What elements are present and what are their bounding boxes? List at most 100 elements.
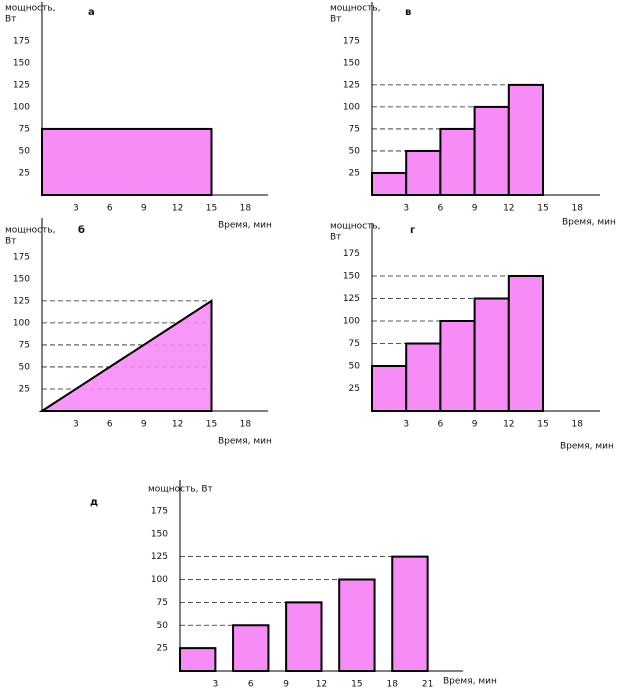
x-tick-label: 9 — [141, 420, 147, 430]
y-tick-label: 100 — [13, 318, 30, 328]
y-tick-label: 50 — [349, 362, 361, 372]
y-tick-label: 50 — [19, 146, 31, 156]
y-tick-label: 175 — [343, 36, 360, 46]
x-axis-label: Время, мин — [218, 221, 272, 231]
y-axis-label: мощность, — [5, 226, 56, 236]
bar — [285, 601, 323, 672]
y-tick-label: 125 — [151, 552, 168, 562]
bar — [179, 647, 217, 672]
y-tick-label: 50 — [157, 621, 169, 631]
y-tick-label: 75 — [157, 598, 168, 608]
x-tick-label: 3 — [403, 420, 409, 430]
x-tick-label: 12 — [172, 420, 183, 430]
x-tick-label: 9 — [283, 680, 289, 690]
panel-letter: а — [88, 7, 95, 18]
y-tick-label: 125 — [13, 296, 30, 306]
y-tick-label: 25 — [157, 644, 168, 654]
panel-letter: б — [78, 224, 85, 236]
x-tick-label: 15 — [206, 420, 217, 430]
bar — [405, 342, 442, 412]
y-axis-label: Вт — [5, 15, 16, 25]
y-tick-label: 150 — [13, 274, 30, 284]
y-tick-label: 175 — [343, 249, 360, 259]
x-tick-label: 6 — [438, 204, 444, 214]
panel-letter: в — [405, 7, 411, 18]
y-axis-label: мощность, — [5, 4, 56, 14]
panel-letter: д — [90, 497, 98, 508]
x-tick-label: 15 — [351, 680, 362, 690]
y-axis-label: Вт — [330, 15, 341, 25]
y-tick-label: 150 — [343, 58, 360, 68]
bar — [473, 297, 510, 412]
x-tick-label: 18 — [387, 680, 399, 690]
bar — [371, 171, 408, 197]
y-tick-label: 75 — [349, 339, 360, 349]
y-tick-label: 100 — [151, 575, 168, 585]
bar — [507, 275, 544, 412]
x-tick-label: 6 — [248, 680, 254, 690]
x-tick-label: 18 — [571, 420, 583, 430]
x-tick-label: 12 — [503, 420, 514, 430]
bar — [507, 83, 544, 196]
y-tick-label: 100 — [343, 317, 360, 327]
panel-letter: г — [410, 225, 415, 236]
bar — [439, 320, 476, 412]
x-axis-label: Время, мин — [562, 218, 616, 228]
x-tick-label: 6 — [107, 420, 113, 430]
x-tick-label: 18 — [571, 204, 583, 214]
bar — [391, 555, 429, 672]
x-tick-label: 12 — [503, 204, 514, 214]
y-tick-label: 150 — [343, 272, 360, 282]
y-tick-label: 175 — [13, 36, 30, 46]
y-tick-label: 25 — [349, 384, 360, 394]
x-tick-label: 12 — [172, 204, 183, 214]
bar — [371, 365, 408, 412]
y-tick-label: 150 — [13, 58, 30, 68]
y-tick-label: 150 — [151, 529, 168, 539]
y-axis-label: мощность, — [330, 222, 381, 232]
bar — [405, 149, 442, 196]
y-tick-label: 75 — [19, 124, 30, 134]
y-tick-label: 25 — [19, 168, 30, 178]
y-tick-label: 100 — [13, 102, 30, 112]
y-tick-label: 50 — [19, 362, 31, 372]
x-axis-label: Время, мин — [560, 442, 614, 452]
bar — [473, 105, 510, 196]
y-tick-label: 75 — [349, 124, 360, 134]
y-axis-label: Вт — [330, 233, 341, 243]
x-tick-label: 18 — [240, 204, 252, 214]
x-tick-label: 9 — [472, 420, 478, 430]
y-axis-label: мощность, — [330, 4, 381, 14]
x-tick-label: 15 — [537, 420, 548, 430]
x-tick-label: 3 — [213, 680, 219, 690]
x-tick-label: 15 — [206, 204, 217, 214]
bar — [338, 578, 376, 672]
x-tick-label: 18 — [240, 420, 252, 430]
y-tick-label: 175 — [151, 506, 168, 516]
bar — [232, 624, 270, 672]
x-axis-label: Время, мин — [443, 677, 497, 687]
y-tick-label: 75 — [19, 340, 30, 350]
y-tick-label: 25 — [19, 384, 30, 394]
y-tick-label: 50 — [349, 146, 361, 156]
y-tick-label: 125 — [343, 80, 360, 90]
y-tick-label: 125 — [13, 80, 30, 90]
y-tick-label: 25 — [349, 168, 360, 178]
y-tick-label: 125 — [343, 294, 360, 304]
x-axis-label: Время, мин — [218, 437, 272, 447]
x-tick-label: 9 — [472, 204, 478, 214]
x-tick-label: 9 — [141, 204, 147, 214]
x-tick-label: 12 — [316, 680, 327, 690]
y-tick-label: 175 — [13, 252, 30, 262]
area — [38, 299, 213, 412]
x-tick-label: 21 — [422, 680, 433, 690]
x-tick-label: 3 — [73, 204, 79, 214]
x-tick-label: 6 — [438, 420, 444, 430]
y-axis-label: Вт — [5, 237, 16, 247]
bar — [41, 127, 213, 196]
bar — [439, 127, 476, 196]
x-tick-label: 3 — [403, 204, 409, 214]
y-tick-label: 100 — [343, 102, 360, 112]
x-tick-label: 15 — [537, 204, 548, 214]
